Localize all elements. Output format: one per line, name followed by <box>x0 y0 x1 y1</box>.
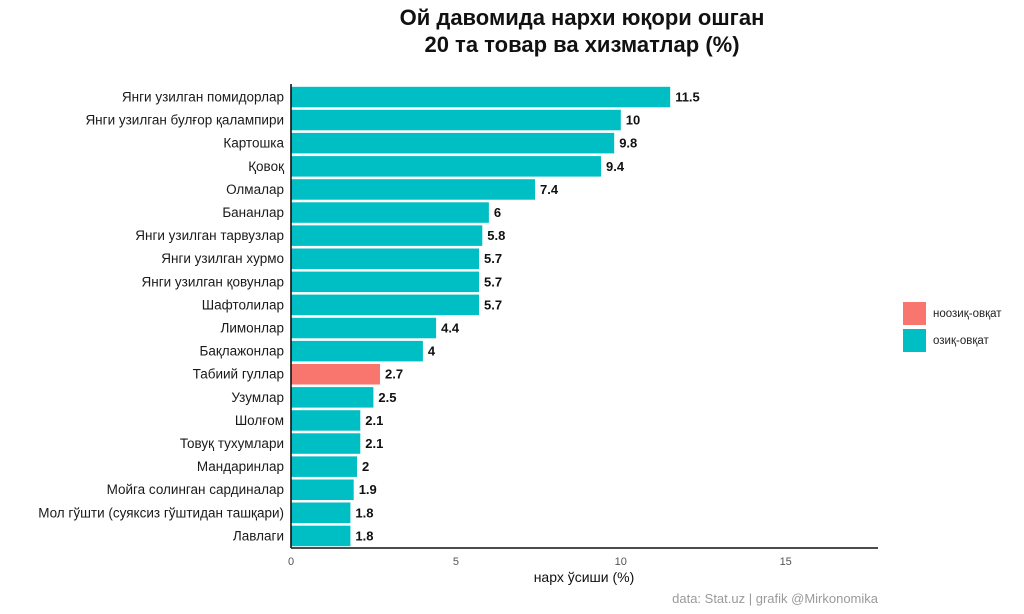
category-label-10: Шафтолилар <box>202 297 284 312</box>
category-label-5: Олмалар <box>226 182 284 197</box>
bar-3 <box>291 132 615 154</box>
value-label-17: 2 <box>362 459 369 474</box>
category-label-16: Товуқ тухумлари <box>180 436 284 451</box>
category-label-14: Узумлар <box>231 390 284 405</box>
bar-19 <box>291 502 351 523</box>
value-label-1: 11.5 <box>675 90 700 105</box>
value-label-6: 6 <box>494 205 501 220</box>
labels-layer: Янги узилган помидорлар 11.5 Янги узилган … <box>38 90 700 544</box>
x-tick-label-15: 15 <box>780 556 792 568</box>
legend-swatch-non_food <box>903 302 926 325</box>
category-label-4: Қовоқ <box>248 159 284 174</box>
value-label-18: 1.9 <box>359 482 377 497</box>
x-tick-label-0: 0 <box>288 556 294 568</box>
axis-layer: 0 5 10 15 <box>288 84 878 568</box>
chart-title-line-1: Ой давомида нархи юқори ошган <box>400 5 765 30</box>
category-label-19: Мол гўшти (суяксиз гўштидан ташқари) <box>38 505 284 520</box>
bar-15 <box>291 410 361 431</box>
bar-14 <box>291 387 374 408</box>
value-label-8: 5.7 <box>484 251 502 266</box>
bar-7 <box>291 225 483 246</box>
value-label-15: 2.1 <box>365 413 383 428</box>
category-label-13: Табиий гуллар <box>193 367 284 382</box>
category-label-7: Янги узилган тарвузлар <box>135 228 284 243</box>
value-label-2: 10 <box>626 113 640 128</box>
bar-11 <box>291 317 437 339</box>
bars-layer <box>291 86 671 547</box>
value-label-12: 4 <box>428 344 436 359</box>
bar-6 <box>291 202 489 223</box>
x-tick-label-10: 10 <box>615 556 627 568</box>
value-label-9: 5.7 <box>484 274 502 289</box>
category-label-20: Лавлаги <box>233 528 284 543</box>
category-label-12: Бақлажонлар <box>199 344 284 359</box>
legend-label-food: озиқ-овқат <box>933 335 990 347</box>
bar-16 <box>291 433 361 454</box>
chart-title-line-2: 20 та товар ва хизматлар (%) <box>424 32 739 57</box>
category-label-15: Шолғом <box>235 413 284 428</box>
x-axis-label: нарх ўсиши (%) <box>534 569 635 585</box>
category-label-17: Мандаринлар <box>197 459 284 474</box>
category-label-8: Янги узилган хурмо <box>161 251 284 266</box>
category-label-9: Янги узилган қовунлар <box>141 274 284 289</box>
bar-10 <box>291 294 479 316</box>
value-label-20: 1.8 <box>355 528 373 543</box>
bar-13 <box>291 364 380 385</box>
bar-2 <box>291 109 621 131</box>
category-label-18: Мойга солинган сардиналар <box>107 482 284 497</box>
value-label-14: 2.5 <box>378 390 396 405</box>
category-label-11: Лимонлар <box>220 321 284 336</box>
value-label-19: 1.8 <box>355 505 373 520</box>
bar-8 <box>291 248 479 269</box>
category-label-6: Бананлар <box>222 205 284 220</box>
legend-label-non_food: ноозиқ-овқат <box>933 308 1002 320</box>
legend-swatch-food <box>903 329 926 352</box>
bar-17 <box>291 456 357 477</box>
bar-20 <box>291 525 351 547</box>
value-label-11: 4.4 <box>441 321 460 336</box>
category-label-1: Янги узилган помидорлар <box>122 90 284 105</box>
bar-12 <box>291 340 423 362</box>
bar-4 <box>291 156 601 177</box>
value-label-4: 9.4 <box>606 159 625 174</box>
value-label-7: 5.8 <box>487 228 505 243</box>
data-caption: data: Stat.uz | grafik @Mirkonomika <box>672 591 879 606</box>
value-label-13: 2.7 <box>385 367 403 382</box>
bar-5 <box>291 179 535 200</box>
bar-9 <box>291 271 479 293</box>
bar-1 <box>291 86 671 108</box>
category-label-3: Картошка <box>223 136 284 151</box>
value-label-10: 5.7 <box>484 297 502 312</box>
x-tick-label-5: 5 <box>453 556 459 568</box>
bar-18 <box>291 479 354 500</box>
value-label-16: 2.1 <box>365 436 383 451</box>
category-label-2: Янги узилган булғор қалампири <box>85 113 284 128</box>
value-label-3: 9.8 <box>619 136 637 151</box>
legend: ноозиқ-овқат озиқ-овқат <box>903 302 1002 352</box>
value-label-5: 7.4 <box>540 182 559 197</box>
